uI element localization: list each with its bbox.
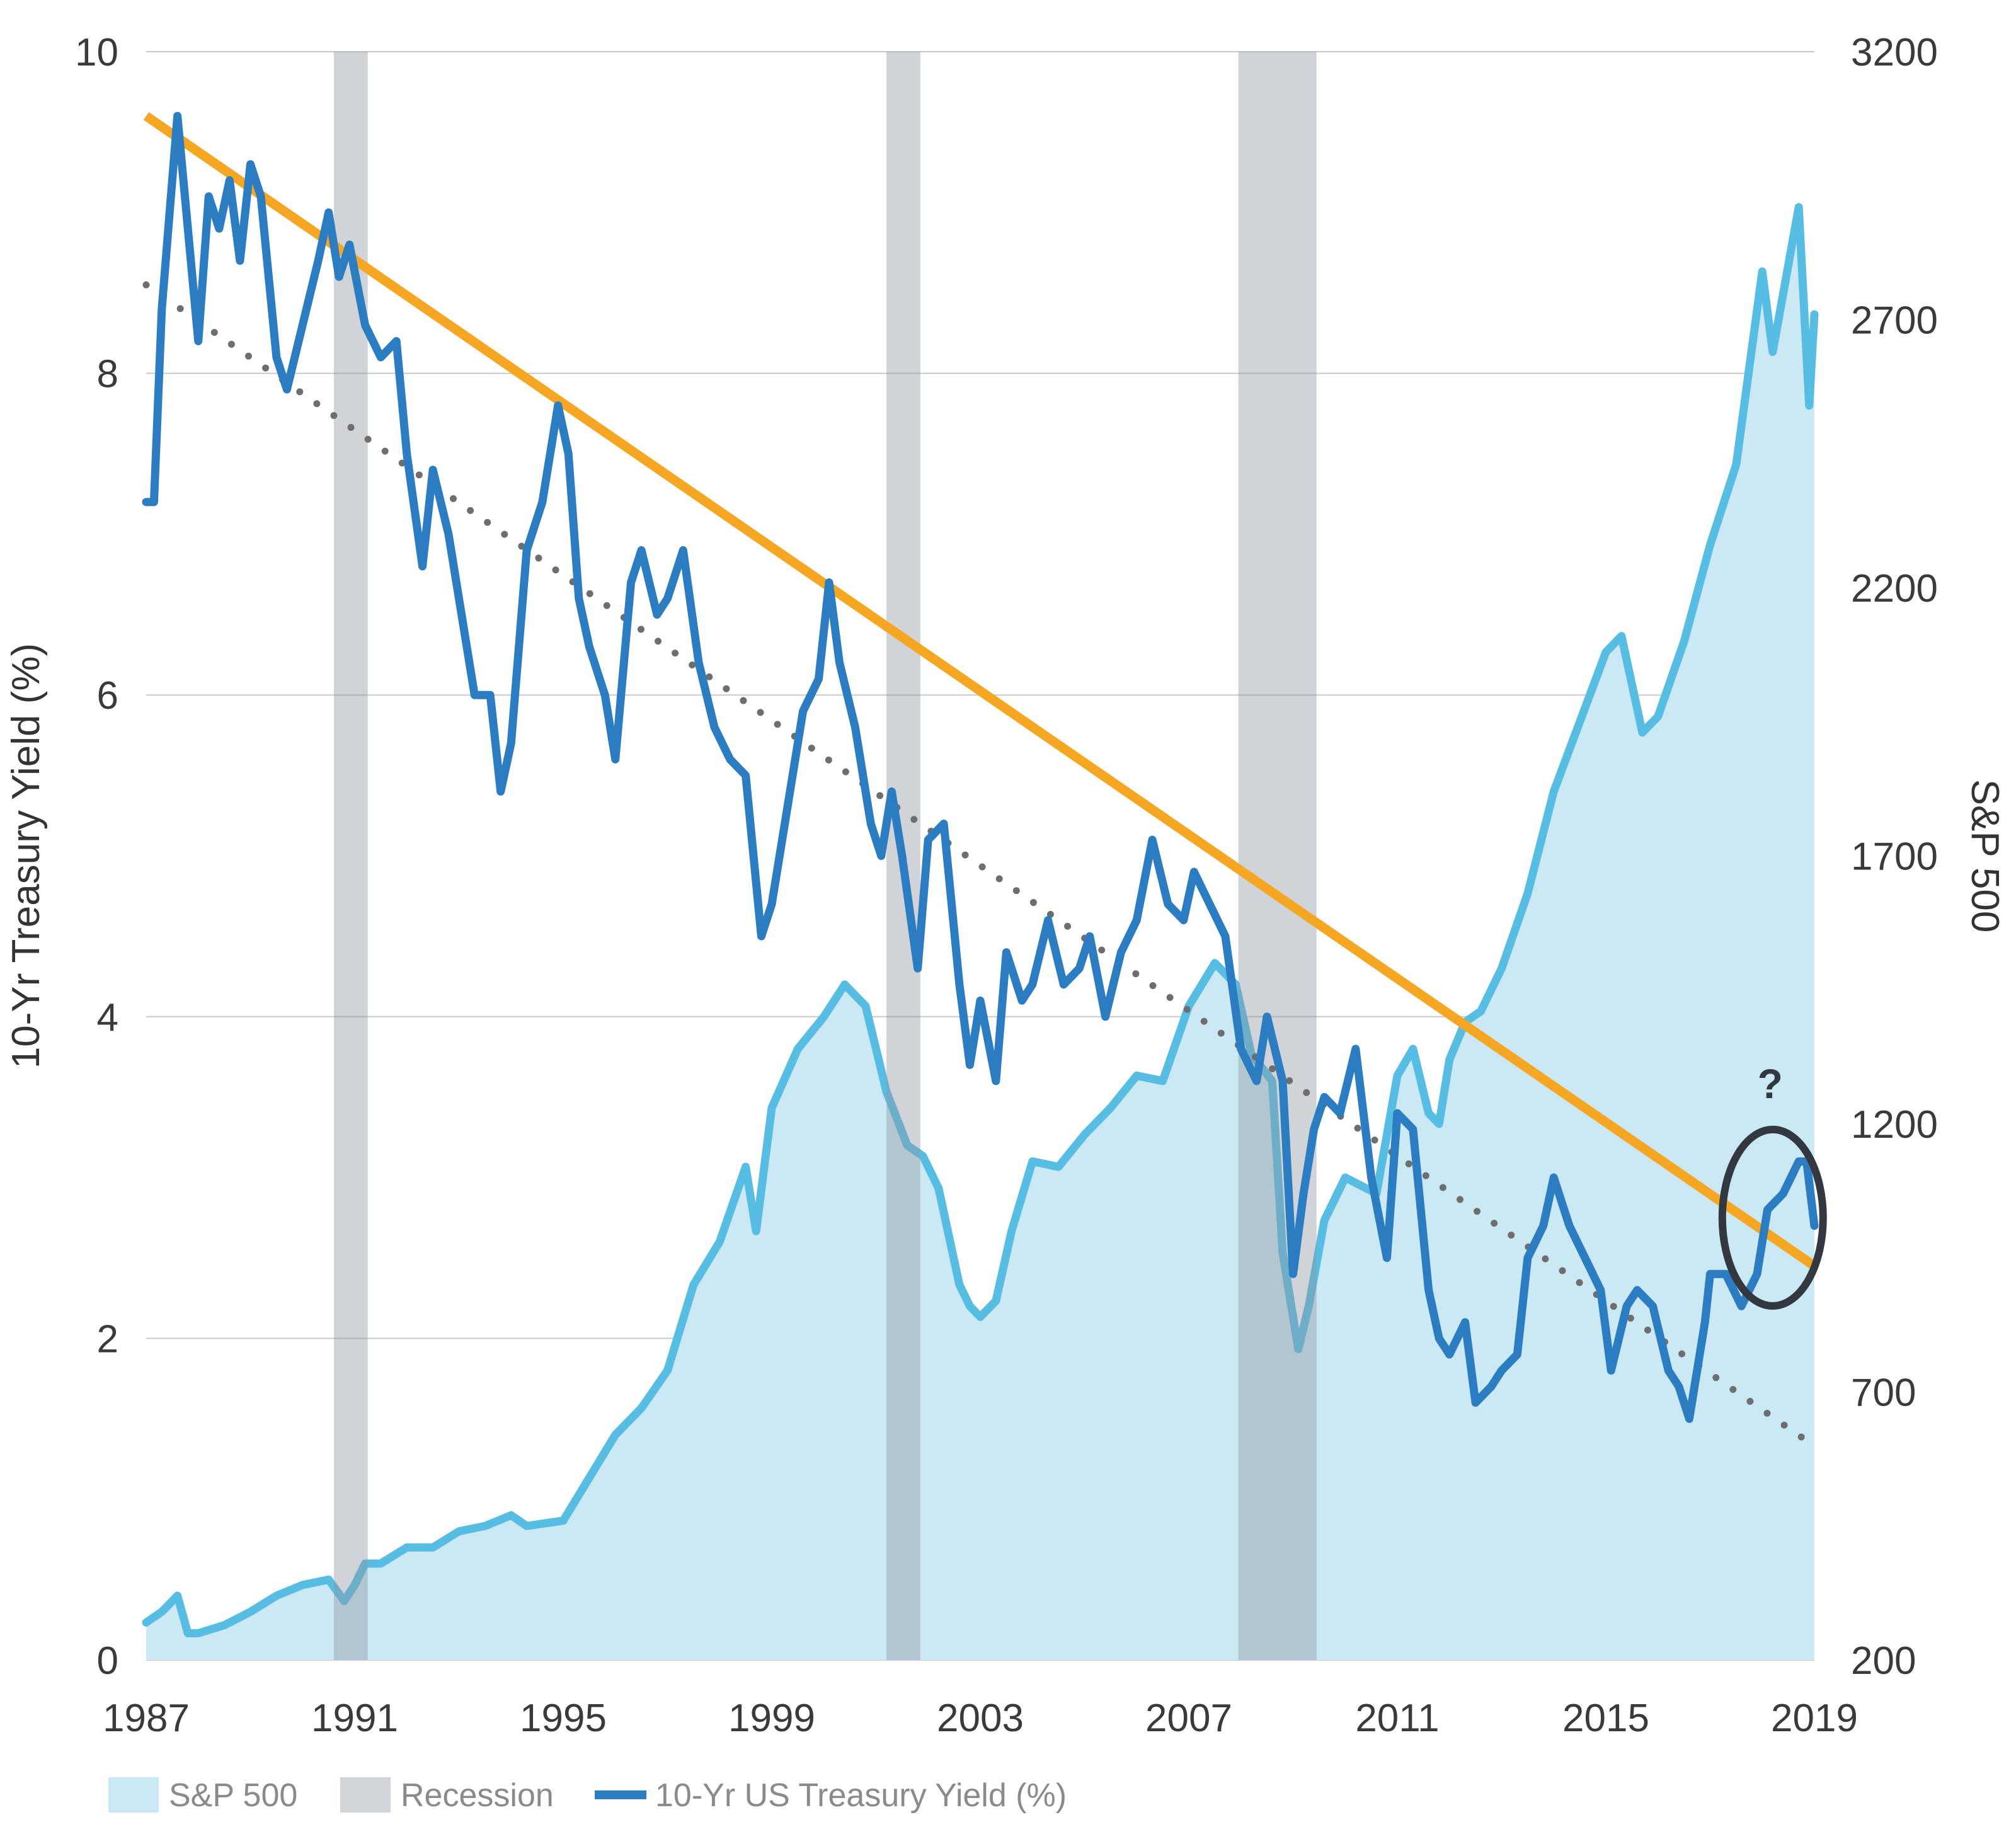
annotation-ellipse — [1718, 1125, 1827, 1310]
solid-trend-line — [143, 112, 1818, 1270]
y-right-tick-label: 1700 — [1851, 835, 1938, 879]
x-tick-label: 1987 — [103, 1697, 190, 1740]
y-left-tick-label: 2 — [97, 1317, 118, 1361]
legend-label-sp500: S&P 500 — [169, 1777, 297, 1814]
dotted-trend-line — [142, 281, 1818, 1450]
legend: S&P 500 Recession 10-Yr US Treasury Yield … — [108, 1777, 1067, 1814]
legend-swatch-sp500 — [108, 1777, 159, 1813]
legend-label-yield: 10-Yr US Treasury Yield (%) — [655, 1777, 1067, 1814]
sp500-area-fill — [146, 207, 1814, 1660]
axes-layer: 0 2 4 6 8 10 200 700 1200 1700 2200 2700 3200 1987 199… — [4, 31, 2007, 1740]
legend-label-recession: Recession — [401, 1777, 554, 1814]
y-left-axis-title: 10-Yr Treasury Yield (%) — [4, 643, 48, 1068]
sp500-line — [142, 203, 1819, 1637]
sp500-area-layer — [142, 203, 1819, 1660]
y-right-tick-label: 200 — [1851, 1639, 1916, 1683]
y-right-tick-label: 3200 — [1851, 31, 1938, 74]
recession-layer — [333, 52, 1317, 1660]
trend-line-layer — [142, 112, 1818, 1450]
recession-band — [1238, 52, 1317, 1660]
y-right-tick-label: 700 — [1851, 1372, 1916, 1415]
x-tick-label: 2007 — [1145, 1697, 1232, 1740]
x-tick-label: 1991 — [311, 1697, 398, 1740]
x-tick-label: 2015 — [1562, 1697, 1649, 1740]
x-tick-label: 2003 — [937, 1697, 1024, 1740]
y-right-tick-label: 2700 — [1851, 299, 1938, 343]
y-left-tick-label: 4 — [97, 996, 118, 1039]
y-left-tick-label: 10 — [75, 31, 118, 74]
y-right-tick-label: 1200 — [1851, 1103, 1938, 1147]
yield-line-layer — [142, 112, 1819, 1423]
y-right-axis-title: S&P 500 — [1963, 779, 2007, 933]
x-tick-label: 1999 — [728, 1697, 815, 1740]
x-tick-label: 1995 — [520, 1697, 607, 1740]
y-left-tick-label: 8 — [97, 353, 118, 396]
y-right-tick-label: 2200 — [1851, 567, 1938, 610]
x-tick-label: 2019 — [1771, 1697, 1858, 1740]
y-left-tick-label: 6 — [97, 674, 118, 718]
annotation-layer: ? — [1718, 1060, 1827, 1310]
x-tick-label: 2011 — [1355, 1697, 1439, 1740]
legend-swatch-recession — [340, 1777, 391, 1813]
yield-line — [142, 112, 1819, 1423]
annotation-question-mark: ? — [1758, 1060, 1783, 1107]
y-left-tick-label: 0 — [97, 1639, 118, 1683]
